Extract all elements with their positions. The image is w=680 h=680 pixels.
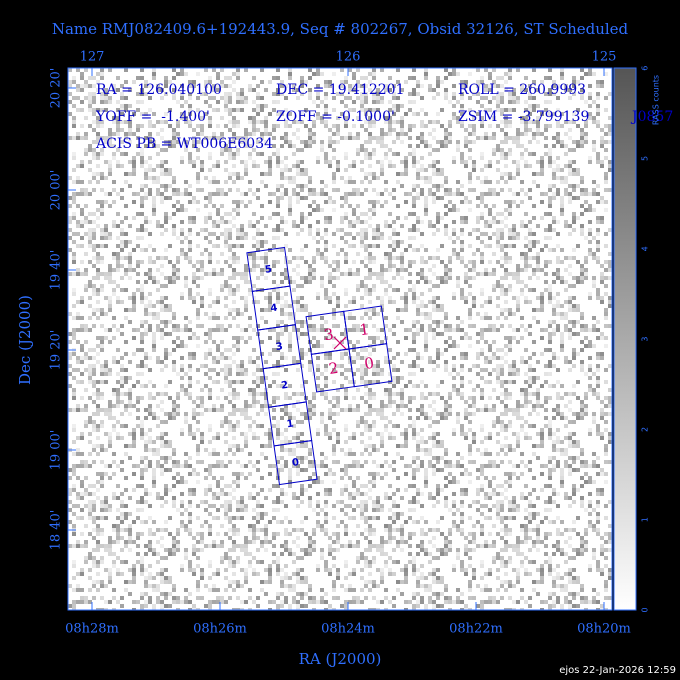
info-dec: DEC = 19.412201: [276, 82, 405, 98]
info-acis-pb: ACIS PB = WT006E6034: [95, 136, 273, 152]
bottom-tick-label: 08h20m: [577, 622, 631, 637]
colorbar-tick-label: 4: [641, 246, 650, 251]
acis-s-chip-label: 3: [275, 341, 283, 353]
acis-s-chip-label: 5: [264, 264, 272, 276]
title: Name RMJ082409.6+192443.9, Seq # 802267,…: [52, 20, 629, 38]
info-yoff: YOFF = -1.400': [95, 109, 210, 125]
bottom-tick-label: 08h26m: [193, 622, 247, 637]
acis-i-chip-label: 2: [328, 359, 340, 378]
colorbar-tick-label: 1: [641, 517, 650, 522]
colorbar-tick-label: 6: [641, 66, 650, 71]
footer-stamp: ejos 22-Jan-2026 12:59: [559, 665, 676, 676]
top-tick-label: 126: [336, 50, 361, 65]
acis-s-chip-label: 4: [270, 303, 278, 315]
info-roll: ROLL = 260.9993: [458, 82, 586, 98]
acis-i-array: 0 1 2 3: [305, 305, 393, 393]
top-tick-label: 125: [592, 50, 617, 65]
acis-s-chip-label: 0: [291, 457, 299, 469]
left-tick-label: 19 40': [49, 250, 64, 291]
aimpoint-marker: [333, 336, 347, 350]
colorbar-tick-label: 3: [641, 337, 650, 342]
acis-s-chip-label: 2: [281, 380, 289, 392]
sky-image: [67, 67, 613, 611]
info-ra: RA = 126.040100: [96, 82, 222, 98]
left-tick-label: 19 00': [49, 430, 64, 471]
left-tick-label: 19 20': [49, 330, 64, 371]
acis-i-chip-label: 3: [323, 325, 335, 344]
info-zsim: ZSIM = -3.799139: [458, 109, 589, 125]
acis-s-chip-label: 1: [286, 418, 294, 430]
colorbar-tick-label: 0: [641, 607, 650, 612]
info-zoff: ZOFF = -0.1000': [276, 109, 395, 125]
left-tick-label: 20 00': [49, 170, 64, 211]
info-extra: J0857: [630, 109, 673, 125]
x-label: RA (J2000): [299, 650, 382, 668]
colorbar-tick-label: 5: [641, 156, 650, 161]
colorbar: [613, 67, 637, 611]
acis-i-chip-label: 0: [363, 354, 375, 373]
bottom-tick-label: 08h24m: [321, 622, 375, 637]
left-tick-label: 20 20': [49, 68, 64, 109]
colorbar-tick-label: 2: [641, 427, 650, 432]
left-tick-label: 18 40': [49, 510, 64, 551]
y-label: Dec (J2000): [16, 295, 34, 385]
acis-s-chip: [246, 246, 291, 292]
bottom-tick-label: 08h28m: [65, 622, 119, 637]
acis-i-chip: [305, 310, 350, 355]
acis-s-array: 0 1 2 3 4 5: [246, 246, 318, 486]
top-tick-label: 127: [80, 50, 105, 65]
bottom-tick-label: 08h22m: [449, 622, 503, 637]
colorbar-label: RASS counts: [652, 75, 661, 125]
acis-i-chip-label: 1: [358, 320, 370, 339]
